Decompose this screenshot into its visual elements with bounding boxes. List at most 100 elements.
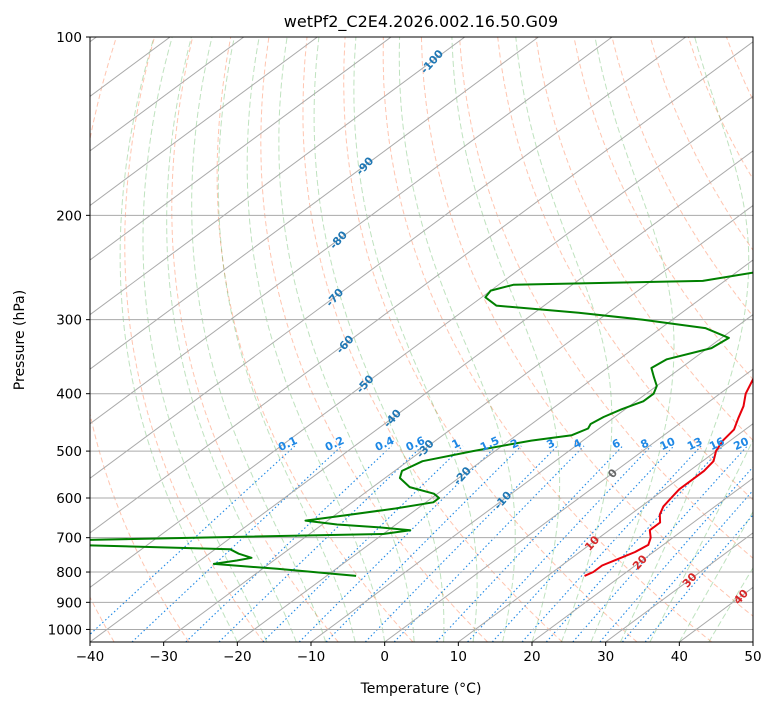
dry-adiabat-line	[687, 37, 753, 180]
dry-adiabat-line	[302, 37, 563, 642]
isotherm-line	[752, 641, 753, 642]
dry-adiabat-line	[649, 37, 753, 252]
isotherm-label: -100	[418, 47, 446, 76]
mixing-ratio-label: 6	[610, 436, 623, 451]
x-tick-label: 0	[380, 649, 389, 665]
mixing-ratio-lines	[90, 445, 753, 642]
isotherm-line	[90, 37, 539, 370]
isotherm-label: -90	[353, 154, 376, 178]
dry-adiabat-line	[171, 37, 339, 642]
isotherm-line	[90, 95, 753, 589]
moist-adiabat-line	[398, 37, 516, 642]
dry-adiabat-line	[497, 37, 753, 501]
isotherm-label: -60	[334, 333, 357, 357]
x-axis-label: Temperature (°C)	[360, 681, 482, 697]
dry-adiabat-line	[90, 596, 115, 642]
x-tick-label: 50	[744, 649, 761, 665]
y-tick-label: 100	[56, 30, 82, 46]
mixing-ratio-line	[621, 489, 753, 642]
x-tick-label: −40	[76, 649, 105, 665]
dry-adiabats	[90, 37, 775, 642]
dry-adiabat-line	[611, 37, 753, 318]
mixing-ratio-line	[599, 466, 753, 642]
isotherm-label: 40	[731, 587, 751, 607]
moist-adiabat-line	[313, 37, 445, 642]
dry-adiabat-line	[343, 37, 638, 642]
mixing-ratio-label: 1	[450, 436, 462, 451]
sounding-series	[90, 271, 753, 577]
isotherm-line	[90, 37, 613, 425]
moist-adiabat-line	[515, 37, 613, 642]
moist-adiabat-line	[590, 37, 675, 642]
y-tick-label: 300	[56, 313, 82, 329]
isotherm-label: 20	[630, 552, 650, 572]
isotherm-line	[384, 368, 753, 642]
y-tick-label: 800	[56, 565, 82, 581]
dewpoint-series-line	[90, 271, 753, 577]
mixing-ratio-label: 20	[731, 435, 751, 453]
y-tick-label: 900	[56, 595, 82, 611]
moist-adiabat-line	[142, 37, 268, 642]
x-tick-label: 40	[671, 649, 688, 665]
dry-adiabat-line	[725, 37, 753, 102]
mixing-ratio-line	[545, 445, 724, 642]
mixing-ratio-line	[521, 445, 702, 642]
mixing-ratio-line	[185, 445, 392, 642]
mixing-ratio-label: 10	[658, 435, 678, 453]
mixing-ratio-line	[262, 445, 464, 642]
dry-adiabat-line	[535, 37, 753, 442]
x-tick-label: 10	[450, 649, 467, 665]
x-tick-label: 30	[597, 649, 614, 665]
mixing-ratio-line	[467, 445, 652, 642]
y-tick-label: 1000	[48, 622, 82, 638]
x-axis-ticks: −40 −30 −20 −10 0 10 20 30 40 50	[76, 642, 762, 665]
plot-frame	[89, 36, 754, 643]
moist-adiabat-line	[166, 37, 297, 642]
dry-adiabat-line	[124, 37, 264, 642]
mixing-ratio-label: 3	[545, 436, 557, 451]
dry-adiabat-line	[216, 37, 414, 642]
isotherm-label: 0	[605, 466, 620, 481]
x-tick-label: −30	[149, 649, 178, 665]
mixing-ratio-line	[364, 445, 558, 642]
mixing-ratio-line	[393, 445, 585, 642]
isotherm-line	[237, 259, 753, 642]
chart-title: wetPf2_C2E4.2026.002.16.50.G09	[284, 12, 558, 32]
x-tick-label: −10	[297, 649, 326, 665]
y-tick-label: 500	[56, 444, 82, 460]
isotherm-label: 30	[680, 570, 700, 590]
isotherm-line	[531, 477, 753, 642]
moist-adiabat-line	[353, 37, 478, 642]
mixing-ratio-line	[644, 514, 753, 642]
y-axis-label: Pressure (hPa)	[12, 290, 28, 390]
mixing-ratio-line	[131, 445, 343, 642]
moist-adiabat-line	[246, 37, 386, 642]
isotherm-line	[90, 150, 753, 642]
moist-adiabat-line	[678, 510, 753, 642]
isotherm-line	[163, 204, 753, 642]
isotherm-line	[90, 37, 392, 261]
moist-adiabat-line	[119, 37, 238, 642]
y-tick-label: 200	[56, 208, 82, 224]
isotherm-label: -80	[327, 228, 350, 252]
mixing-ratio-line	[325, 445, 522, 642]
moist-adiabat-line	[649, 438, 753, 642]
isotherms	[90, 37, 753, 642]
mixing-ratio-line	[435, 445, 624, 642]
isotherm-line	[605, 532, 753, 642]
mixing-ratio-line	[218, 445, 423, 642]
dry-adiabat-line	[90, 37, 190, 642]
isotherm-line	[458, 423, 753, 642]
mixing-ratio-label: 8	[639, 436, 651, 451]
dry-adiabat-line	[765, 37, 775, 642]
isotherm-line	[90, 41, 753, 534]
mixing-ratio-label: 2	[508, 436, 520, 451]
mixing-ratio-label: 25	[756, 435, 775, 453]
mixing-ratio-line	[298, 445, 497, 642]
moist-adiabat-line	[708, 566, 753, 642]
y-tick-label: 400	[56, 387, 82, 403]
dry-adiabat-line	[459, 37, 753, 559]
mixing-ratio-label: 16	[707, 435, 727, 453]
isotherm-label: -40	[381, 407, 404, 431]
